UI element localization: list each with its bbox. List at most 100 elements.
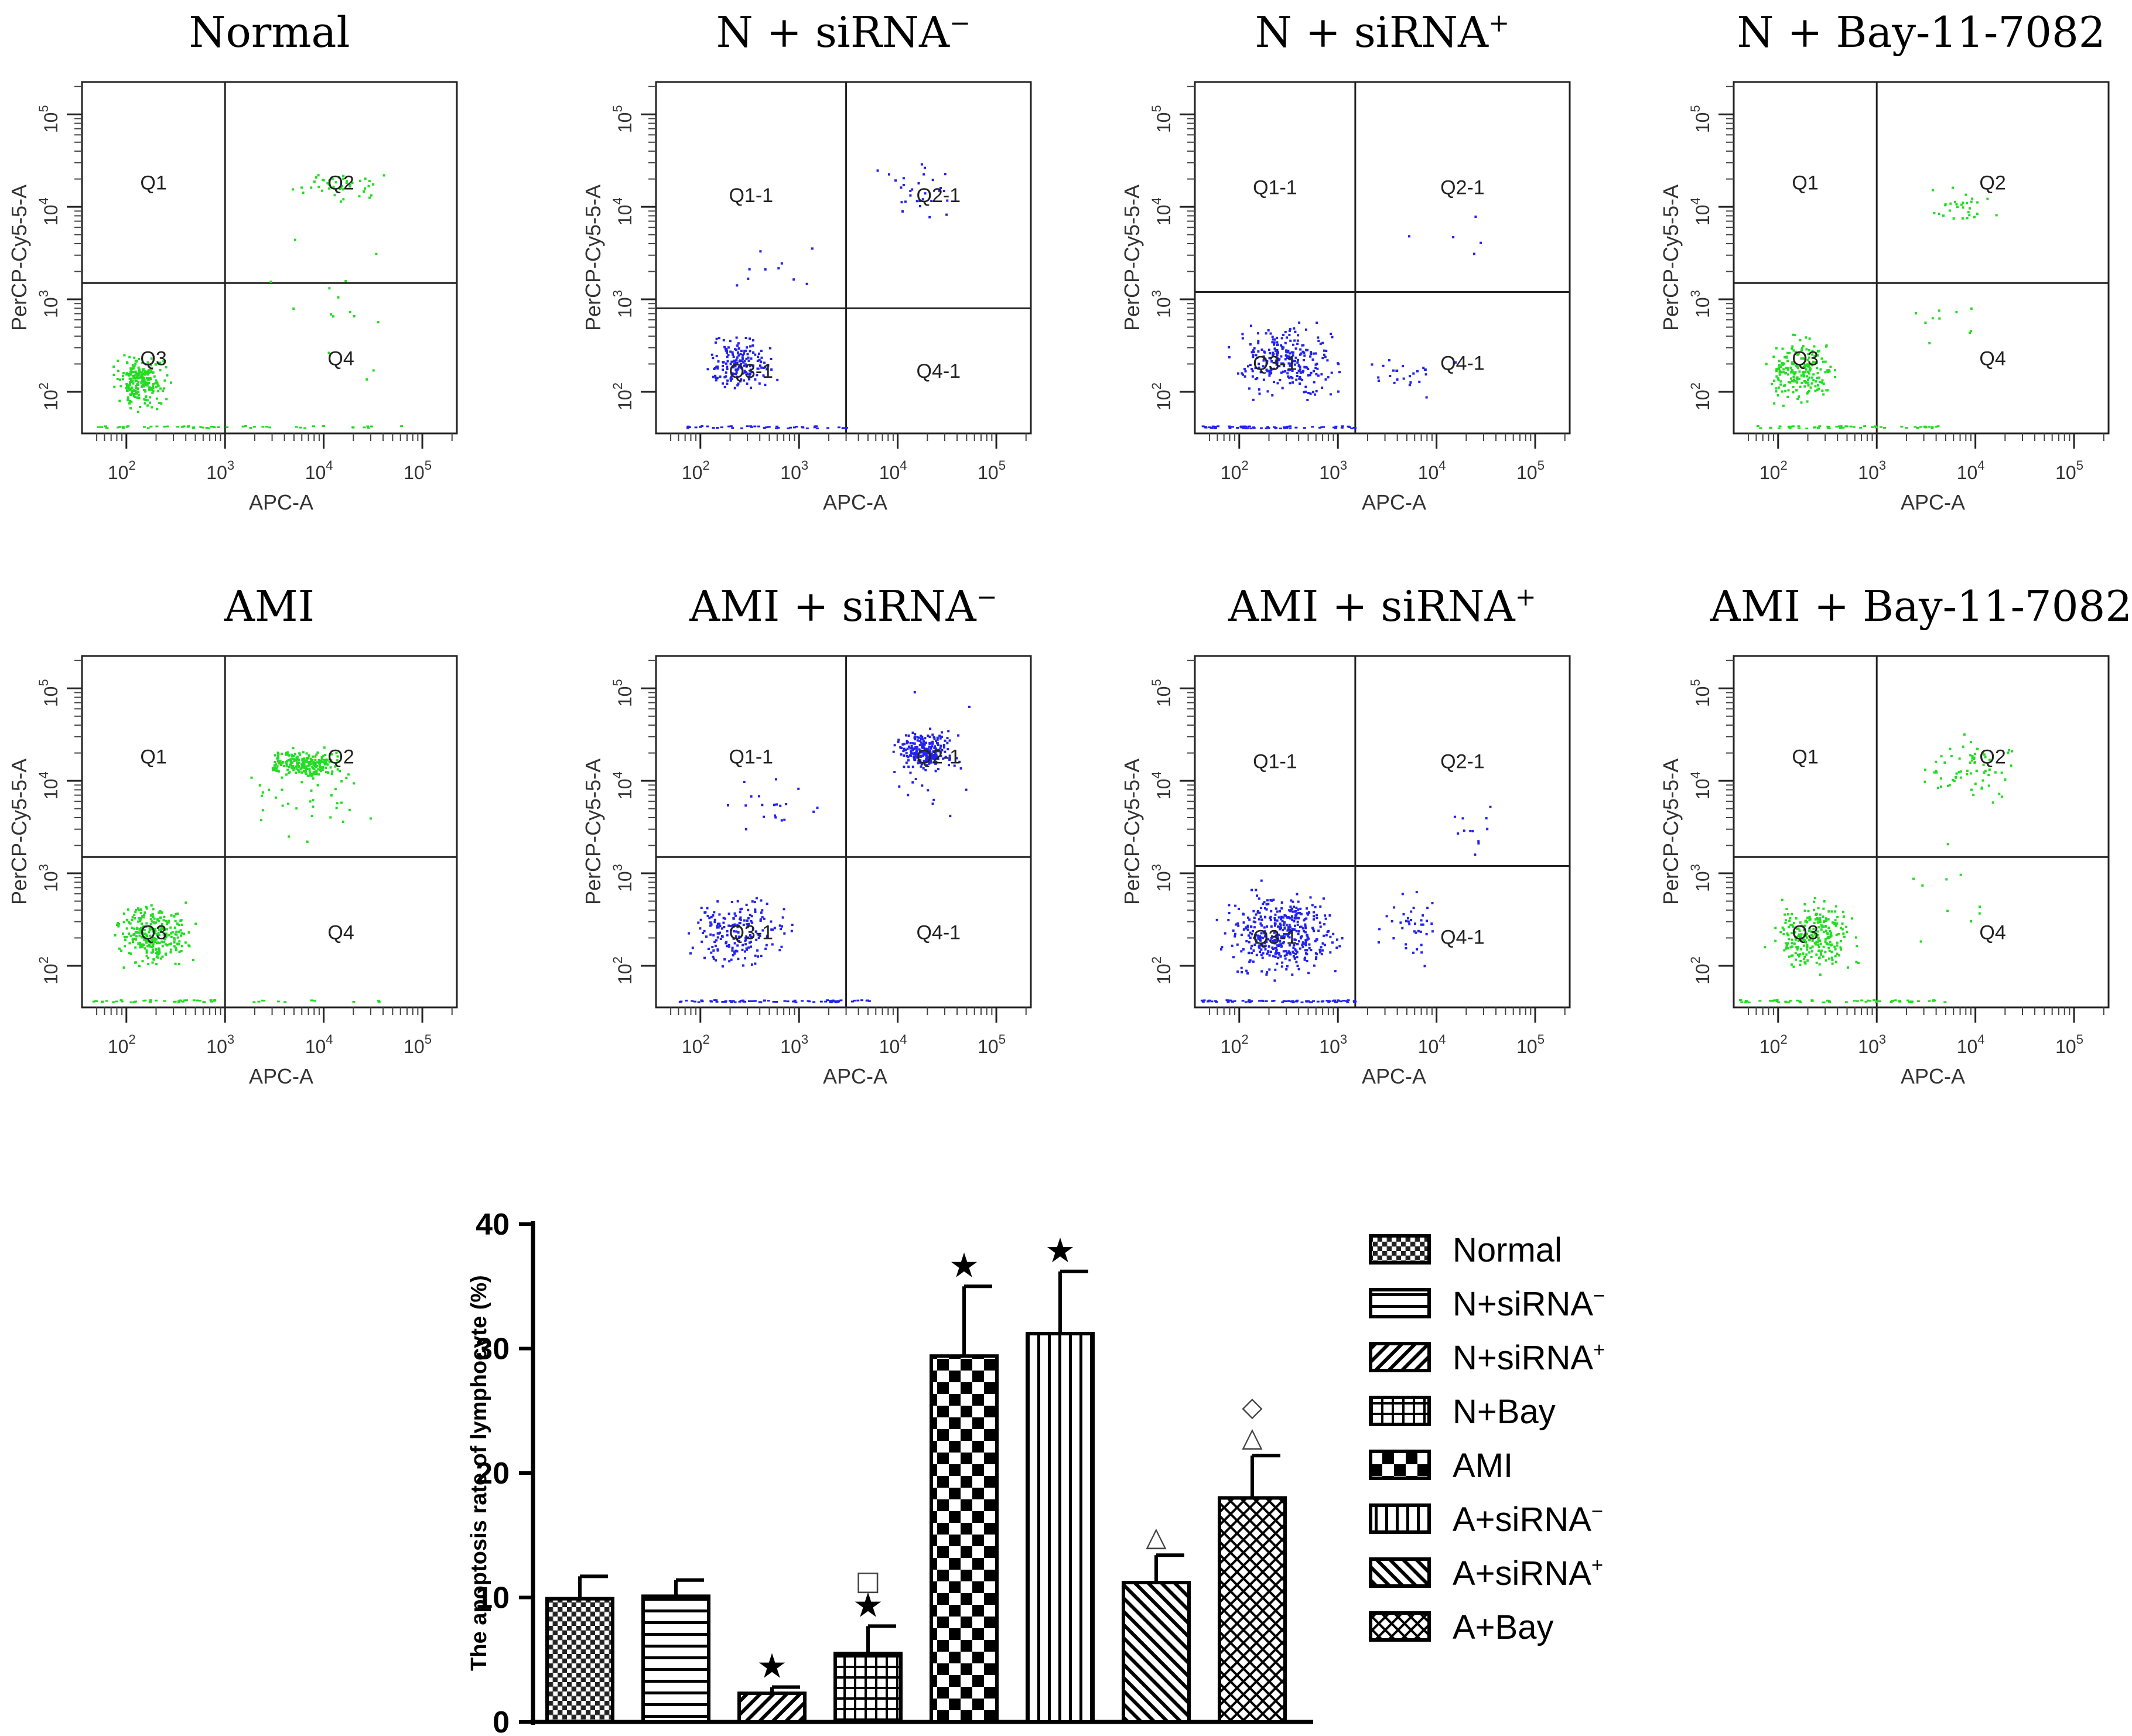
event-dot <box>918 200 921 202</box>
event-dot <box>734 935 737 938</box>
event-dot <box>128 382 131 385</box>
event-dot <box>1998 792 2001 795</box>
event-dot <box>1334 427 1337 429</box>
event-dot <box>314 758 317 761</box>
event-dot <box>128 932 131 935</box>
event-dot <box>1341 937 1344 939</box>
event-dot <box>147 369 150 372</box>
event-dot <box>1799 1001 1802 1003</box>
event-dot <box>1298 321 1301 324</box>
event-dot <box>324 766 327 769</box>
event-dot <box>1267 945 1270 948</box>
event-dot <box>1817 937 1820 939</box>
event-dot <box>1281 347 1284 350</box>
event-dot <box>157 389 160 392</box>
event-dot <box>1299 368 1301 371</box>
event-dot <box>1266 899 1269 902</box>
event-dot <box>767 1000 770 1002</box>
event-dot <box>146 945 149 948</box>
event-dot <box>1834 910 1837 913</box>
event-dot <box>897 739 900 741</box>
event-dot <box>244 425 247 427</box>
event-dot <box>729 350 732 353</box>
event-dot <box>1759 427 1762 429</box>
event-dot <box>1779 365 1782 368</box>
event-dot <box>1796 378 1799 381</box>
event-dot <box>734 949 737 952</box>
event-dot <box>317 758 320 761</box>
event-dot <box>377 321 380 324</box>
event-dot <box>923 753 926 756</box>
event-dot <box>285 762 288 765</box>
event-dot <box>274 754 276 757</box>
event-dot <box>1802 924 1805 927</box>
significance-marker: ★ <box>949 1245 979 1285</box>
event-dot <box>1775 375 1778 378</box>
event-dot <box>1974 782 1977 785</box>
event-dot <box>1299 907 1302 910</box>
event-dot <box>196 999 199 1002</box>
event-dot <box>1282 916 1284 919</box>
event-dot <box>375 252 378 255</box>
event-dot <box>148 381 151 384</box>
event-dot <box>203 1001 206 1003</box>
event-dot <box>812 1001 816 1003</box>
event-dot <box>145 905 148 908</box>
event-dot <box>1284 370 1287 373</box>
event-dot <box>707 948 710 951</box>
event-dot <box>1831 921 1834 924</box>
event-dot <box>920 749 922 752</box>
event-dot <box>125 373 128 376</box>
event-dot <box>837 426 840 429</box>
event-dot <box>1273 917 1276 920</box>
event-dot <box>1310 371 1313 374</box>
event-dot <box>132 941 134 944</box>
event-dot <box>1257 910 1259 913</box>
event-dot <box>1834 948 1837 951</box>
event-dot <box>713 911 716 914</box>
event-dot <box>1785 947 1788 950</box>
quadrant-label: Q4 <box>327 922 354 944</box>
flow-ami-sirna-pos: AMI + siRNA+102 103 104 105102103104105APC-… <box>1120 582 1571 1088</box>
event-dot <box>1817 907 1820 910</box>
x-tick-label: 105 <box>978 458 1006 483</box>
event-dot <box>139 917 142 920</box>
event-dot <box>911 188 914 191</box>
event-dot <box>1281 920 1284 922</box>
event-dot <box>148 378 151 381</box>
event-dot <box>336 759 339 762</box>
event-dot <box>1283 926 1286 929</box>
event-dot <box>834 1000 838 1002</box>
event-dot <box>712 357 715 360</box>
event-dot <box>713 921 716 924</box>
event-dot <box>1290 375 1293 378</box>
event-dot <box>1241 372 1243 375</box>
event-dot <box>340 184 343 187</box>
event-dot <box>359 179 361 182</box>
event-dot <box>1289 425 1292 428</box>
event-dot <box>1931 317 1934 320</box>
event-dot <box>1258 897 1260 900</box>
event-dot <box>129 394 132 396</box>
event-dot <box>1423 368 1426 371</box>
event-dot <box>743 919 746 922</box>
event-dot <box>1255 888 1258 891</box>
event-dot <box>1963 733 1966 736</box>
event-dot <box>932 798 935 801</box>
event-dot <box>807 1000 810 1002</box>
event-dot <box>1955 772 1958 775</box>
event-dot <box>1251 370 1254 373</box>
event-dot <box>1265 941 1268 943</box>
event-dot <box>122 912 125 915</box>
event-dot <box>138 368 141 371</box>
y-tick-label: 103 <box>1149 864 1174 892</box>
event-dot <box>329 766 332 769</box>
event-dot <box>1341 425 1344 428</box>
y-axis-label: PerCP-Cy5-5-A <box>1659 758 1683 905</box>
event-dot <box>289 760 292 763</box>
event-dot <box>918 205 921 207</box>
bar <box>545 1597 614 1724</box>
event-dot <box>137 920 140 923</box>
event-dot <box>1249 931 1252 934</box>
event-dot <box>1975 770 1978 773</box>
